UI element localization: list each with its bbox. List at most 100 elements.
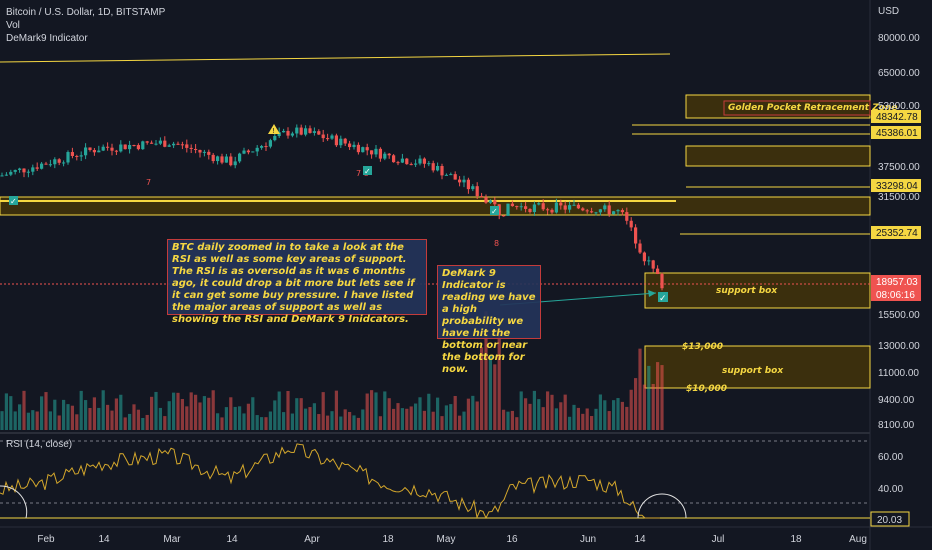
time-axis[interactable]: Feb 14 Mar 14 Apr 18 May 16 Jun 14 Jul 18 Aug [37,534,867,545]
time-tick: 18 [382,534,394,545]
candle-body [145,141,149,143]
candle-body [242,150,246,154]
price-tag: 45386.01 [876,128,918,139]
volume-bar [290,413,294,430]
volume-bar [532,390,536,430]
indicator-legend[interactable]: DeMark9 Indicator [6,33,88,44]
volume-bar [581,413,585,430]
volume-bar [268,411,272,430]
symbol-title[interactable]: Bitcoin / U.S. Dollar, 1D, BITSTAMP [6,7,166,18]
candle-body [251,151,255,153]
candle-body [312,131,316,133]
candle-body [57,159,61,163]
volume-bar [528,403,532,430]
rsi-legend[interactable]: RSI (14, close) [6,438,72,451]
candle-body [282,130,286,133]
volume-bar [638,348,642,430]
volume-bar [383,391,387,430]
volume-bar [194,394,198,430]
candle-body [110,147,114,151]
volume-bar [387,398,391,430]
volume-bar [251,397,255,430]
price-tick: 13000.00 [878,341,920,352]
rsi-note[interactable]: BTC daily zoomed in to take a look at th… [167,239,427,325]
candle-body [519,206,523,208]
candle-body [92,150,96,153]
trendline[interactable] [0,53,671,63]
volume-bar [233,406,237,430]
volume-bar [44,392,48,430]
volume-bar [299,398,303,430]
support-box-1[interactable] [644,272,871,309]
price-tags: 48342.78 45386.01 33298.04 25352.74 18957.03… [871,110,921,301]
volume-legend[interactable]: Vol [6,20,20,31]
candle-body [638,243,642,253]
candle-body [119,144,123,152]
price-tag-bg [871,126,921,139]
resistance-zone[interactable] [685,145,871,167]
candle-body [154,143,158,145]
candle-body [66,152,70,163]
volume-bar [84,400,88,430]
support-box-2-label: support box [722,366,784,376]
volume-bar [110,410,114,430]
candle-body [651,260,655,269]
demark-markers: ✓ ! 7 8 ✓ 7 ✓ 8 ✓ [9,124,668,304]
rsi-legend-label[interactable]: RSI (14, close) [6,439,73,450]
rsi-circle-right [637,493,687,519]
volume-bar [75,414,79,430]
support-box-2[interactable] [644,345,871,389]
rsi-note-text: BTC daily zoomed in to take a look at th… [172,242,415,325]
candle-body [53,159,57,165]
candle-body [576,204,580,209]
volume-bar [422,410,426,430]
candle-body [163,140,167,147]
price-axis[interactable]: 80000.00 65000.00 53000.00 37500.00 31500.00… [878,33,920,431]
candle-body [528,208,532,213]
candle-body [449,174,453,176]
mid-zone[interactable] [0,196,871,216]
candle-body [40,163,44,169]
volume-bar [132,404,136,430]
candle-body [537,203,541,205]
price-tick: 8100.00 [878,420,915,431]
rsi-panel[interactable] [0,440,870,520]
volume-bar [141,417,145,430]
demark-note[interactable]: DeMark 9 Indicator is reading we have a … [437,265,541,375]
candle-body [590,211,594,213]
volume-bar [634,378,638,430]
candle-body [400,158,404,163]
candle-body [493,200,497,205]
candle-body [172,143,176,146]
candle-body [0,175,4,177]
candle-body [84,147,88,156]
volume-bar [13,411,17,430]
volume-bar [326,415,330,430]
candle-body [299,127,303,135]
volume-bar [172,392,176,430]
volume-bar [176,392,180,430]
time-tick: 16 [506,534,518,545]
candle-body [634,227,638,244]
volume-bar [396,403,400,430]
volume-bar [506,411,510,430]
volume-bar [572,404,576,430]
price-tag: 25352.74 [876,228,918,239]
volume-bar [409,406,413,430]
volume-bar [440,416,444,430]
volume-bar [70,405,74,430]
candle-body [295,127,299,134]
volume-bar [475,401,479,430]
candle-body [176,143,180,145]
volume-bar [559,402,563,430]
volume-bar [620,401,624,430]
volume-bar [642,384,646,430]
candle-body [598,209,602,213]
volume-bar [180,399,184,430]
candle-body [418,158,422,164]
candle-body [365,147,369,151]
candle-body [475,186,479,197]
candle-body [414,163,418,165]
volume-bar [374,392,378,430]
